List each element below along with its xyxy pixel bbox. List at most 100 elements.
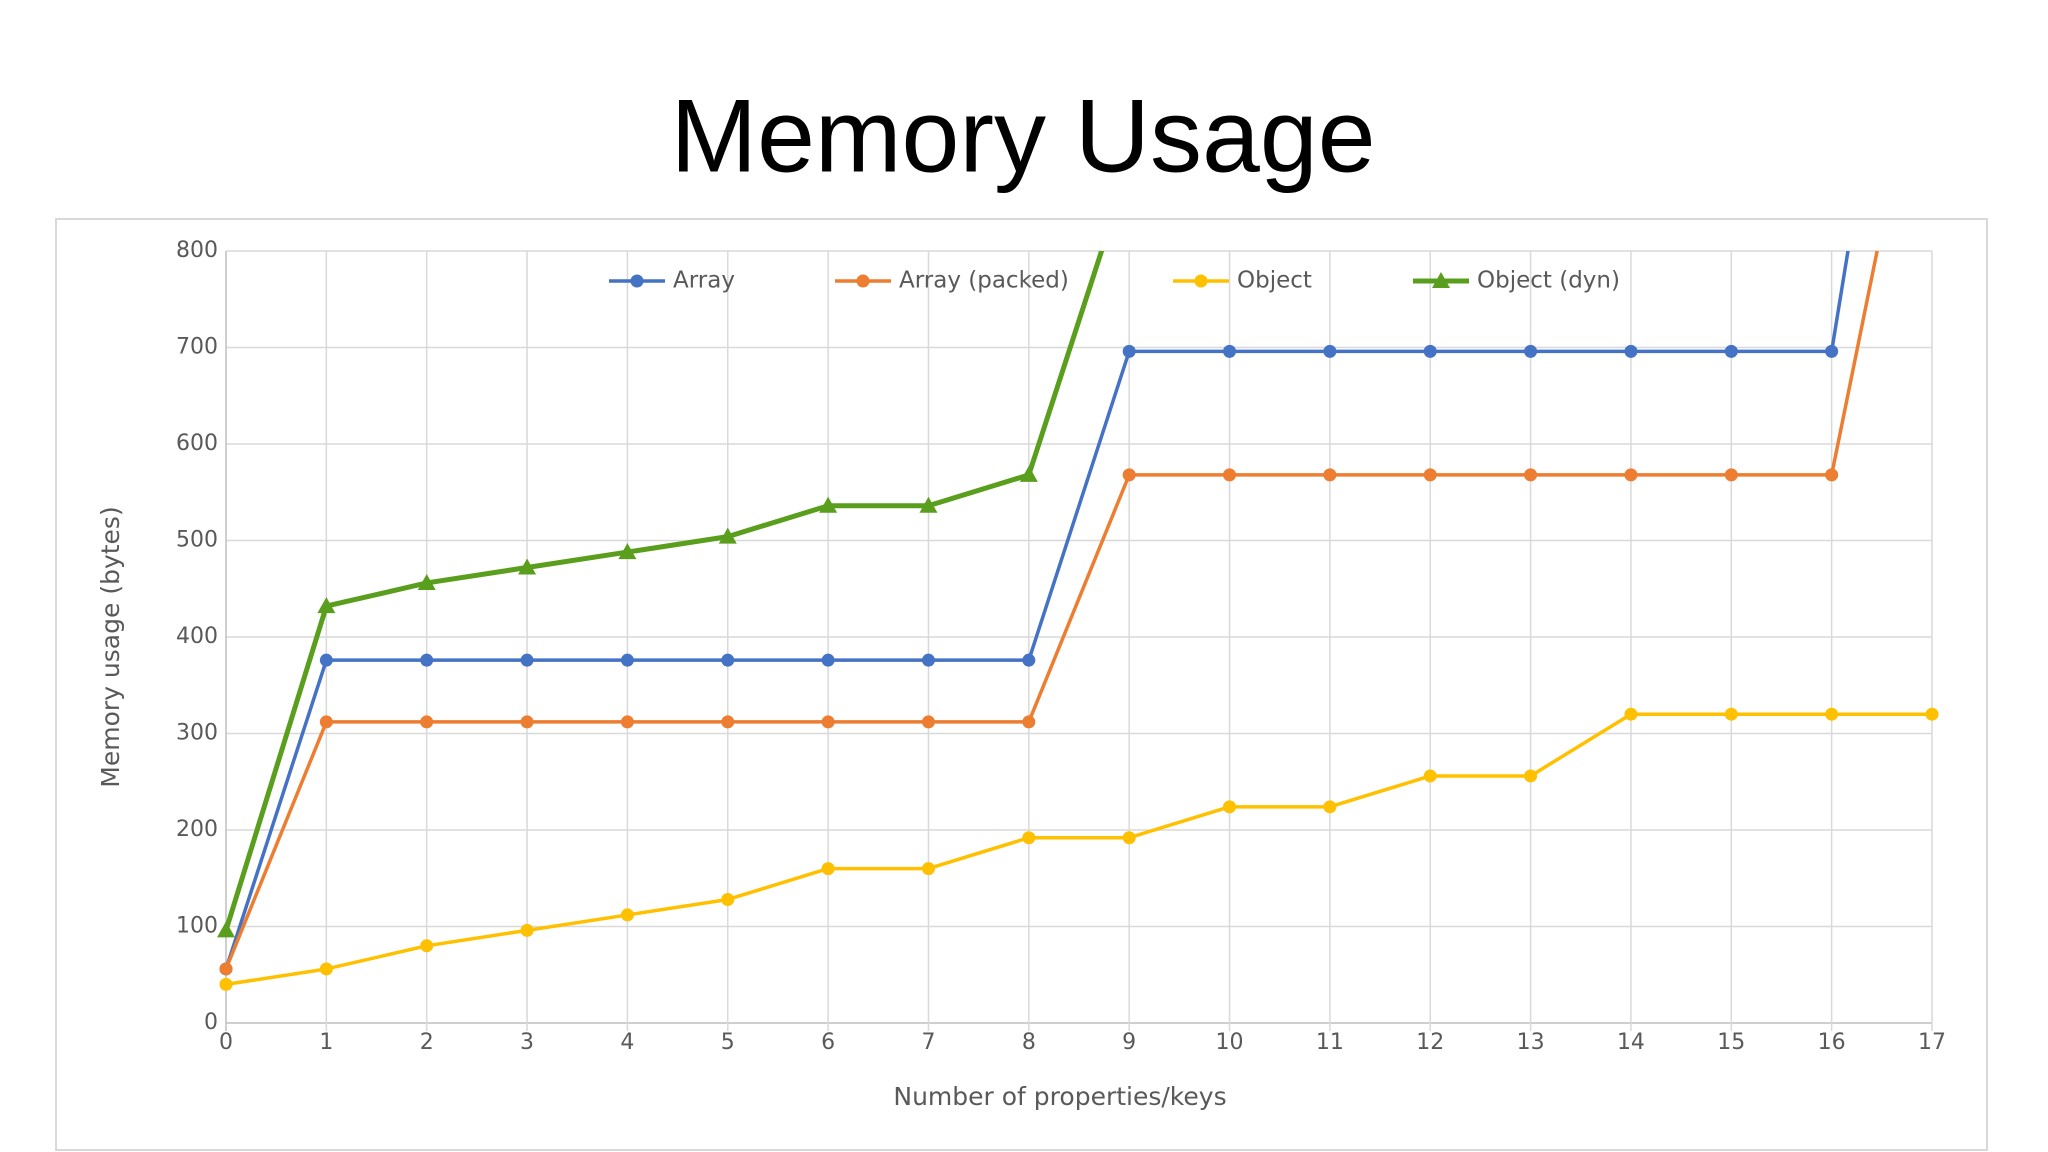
marker — [819, 496, 838, 513]
marker — [821, 653, 835, 667]
marker — [319, 962, 333, 976]
marker — [219, 977, 233, 991]
marker — [520, 653, 534, 667]
marker — [1323, 800, 1337, 814]
y-axis-title: Memory usage (bytes) — [96, 506, 125, 787]
marker — [1423, 344, 1437, 358]
marker — [1323, 344, 1337, 358]
marker — [1122, 344, 1136, 358]
x-tick-label: 14 — [1617, 1030, 1645, 1055]
marker — [1019, 465, 1038, 482]
marker — [620, 715, 634, 729]
marker — [1323, 468, 1337, 482]
marker — [1423, 468, 1437, 482]
x-tick-label: 11 — [1316, 1030, 1344, 1055]
marker — [1925, 707, 1939, 721]
x-axis-title: Number of properties/keys — [893, 1082, 1226, 1111]
x-tick-label: 7 — [921, 1030, 935, 1055]
y-tick-label: 100 — [176, 914, 218, 939]
marker — [1624, 344, 1638, 358]
x-tick-label: 8 — [1022, 1030, 1036, 1055]
chart-frame — [55, 218, 1988, 1151]
marker — [1194, 274, 1208, 288]
marker — [921, 653, 935, 667]
marker — [1022, 831, 1036, 845]
marker — [420, 715, 434, 729]
marker — [1724, 707, 1738, 721]
y-tick-label: 700 — [176, 335, 218, 360]
series-line — [223, 251, 1105, 932]
marker — [630, 274, 644, 288]
marker — [319, 653, 333, 667]
x-tick-label: 4 — [620, 1030, 634, 1055]
marker — [1624, 707, 1638, 721]
y-tick-label: 400 — [176, 624, 218, 649]
x-tick-label: 9 — [1122, 1030, 1136, 1055]
plot-area — [217, 251, 1939, 991]
marker — [518, 558, 537, 575]
chart-title: Memory Usage — [670, 78, 1375, 194]
marker — [1724, 344, 1738, 358]
y-tick-label: 0 — [204, 1010, 218, 1035]
x-tick-label: 10 — [1216, 1030, 1244, 1055]
marker — [919, 496, 938, 513]
legend-label: Object — [1237, 268, 1312, 294]
x-tick-label: 17 — [1918, 1030, 1946, 1055]
x-tick-label: 16 — [1818, 1030, 1846, 1055]
x-tick-label: 3 — [520, 1030, 534, 1055]
x-tick-label: 6 — [821, 1030, 835, 1055]
marker — [721, 715, 735, 729]
marker — [1624, 468, 1638, 482]
y-tick-label: 500 — [176, 528, 218, 553]
marker — [1825, 707, 1839, 721]
x-tick-label: 13 — [1517, 1030, 1545, 1055]
marker — [520, 715, 534, 729]
marker — [420, 939, 434, 953]
y-tick-label: 800 — [176, 238, 218, 263]
marker — [921, 715, 935, 729]
marker — [1524, 344, 1538, 358]
marker — [1223, 344, 1237, 358]
marker — [420, 653, 434, 667]
marker — [856, 274, 870, 288]
marker — [317, 597, 336, 614]
y-tick-label: 600 — [176, 431, 218, 456]
marker — [1423, 769, 1437, 783]
legend: Array Array (packed) Object Object (dyn) — [609, 268, 1620, 294]
marker — [1122, 468, 1136, 482]
marker — [618, 543, 637, 560]
marker — [217, 921, 235, 938]
x-tick-label: 15 — [1717, 1030, 1745, 1055]
legend-label: Array (packed) — [899, 268, 1069, 294]
x-tick-label: 5 — [721, 1030, 735, 1055]
marker — [1825, 468, 1839, 482]
marker — [520, 923, 534, 937]
marker — [1524, 468, 1538, 482]
marker — [219, 962, 233, 976]
y-tick-label: 200 — [176, 817, 218, 842]
marker — [1724, 468, 1738, 482]
marker — [1825, 344, 1839, 358]
legend-label: Object (dyn) — [1477, 268, 1620, 294]
x-tick-label: 12 — [1416, 1030, 1444, 1055]
legend-label: Array — [673, 268, 735, 294]
x-tick-label: 2 — [420, 1030, 434, 1055]
marker — [821, 715, 835, 729]
marker — [1022, 653, 1036, 667]
series-line — [224, 251, 1879, 970]
series-line — [224, 251, 1850, 970]
marker — [821, 862, 835, 876]
marker — [721, 653, 735, 667]
y-tick-label: 300 — [176, 721, 218, 746]
marker — [417, 573, 436, 590]
marker — [718, 527, 737, 544]
marker — [319, 715, 333, 729]
marker — [1432, 272, 1450, 288]
marker — [1223, 468, 1237, 482]
marker — [1022, 715, 1036, 729]
series-line — [225, 712, 1932, 987]
marker — [620, 653, 634, 667]
marker — [620, 908, 634, 922]
